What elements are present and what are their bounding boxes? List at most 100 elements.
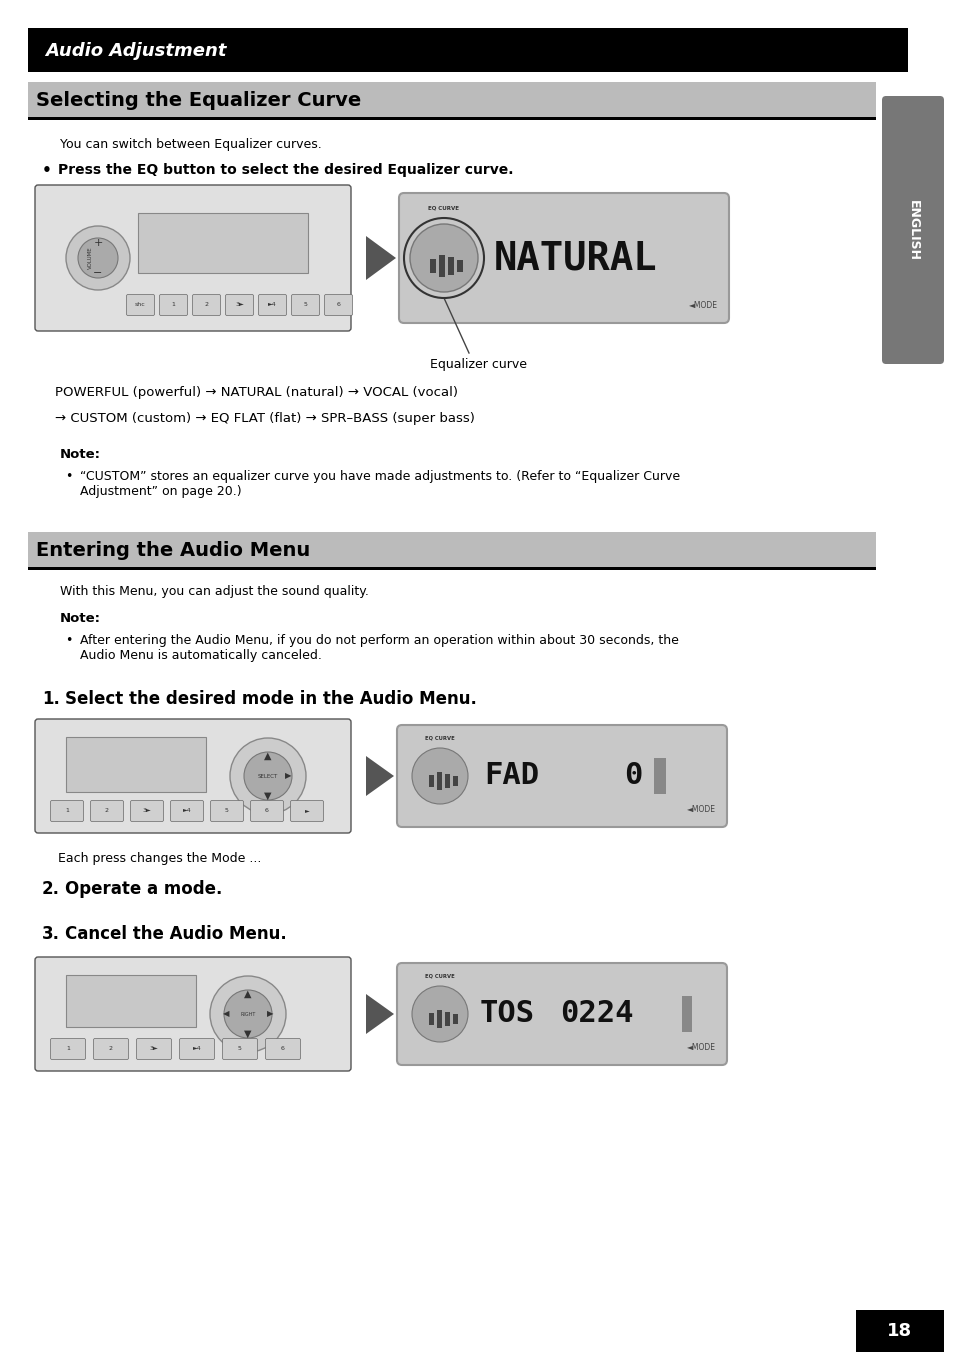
- Text: Note:: Note:: [60, 449, 101, 461]
- FancyBboxPatch shape: [131, 801, 163, 821]
- Text: −: −: [93, 268, 103, 278]
- FancyBboxPatch shape: [91, 801, 123, 821]
- Text: EQ CURVE: EQ CURVE: [425, 974, 455, 980]
- FancyBboxPatch shape: [225, 294, 253, 316]
- Bar: [448, 257, 454, 275]
- Bar: [654, 757, 665, 794]
- Text: Select the desired mode in the Audio Menu.: Select the desired mode in the Audio Men…: [65, 690, 476, 709]
- Bar: [453, 776, 457, 786]
- Bar: [444, 774, 450, 789]
- Text: TOS: TOS: [479, 1000, 535, 1028]
- FancyBboxPatch shape: [222, 1038, 257, 1060]
- Polygon shape: [366, 756, 394, 795]
- Text: 6: 6: [336, 302, 340, 308]
- Text: •: •: [65, 470, 72, 482]
- Text: 6: 6: [281, 1046, 285, 1051]
- Text: You can switch between Equalizer curves.: You can switch between Equalizer curves.: [60, 138, 321, 150]
- FancyBboxPatch shape: [179, 1038, 214, 1060]
- Text: ▼: ▼: [244, 1028, 252, 1039]
- Text: ▶: ▶: [267, 1009, 273, 1019]
- FancyBboxPatch shape: [258, 294, 286, 316]
- Text: ►4: ►4: [268, 302, 276, 308]
- Bar: [436, 772, 441, 790]
- Text: SELECT: SELECT: [257, 774, 278, 779]
- Polygon shape: [366, 995, 394, 1034]
- Text: shc: shc: [135, 302, 146, 308]
- Text: POWERFUL (powerful) → NATURAL (natural) → VOCAL (vocal): POWERFUL (powerful) → NATURAL (natural) …: [55, 386, 457, 398]
- FancyBboxPatch shape: [882, 96, 943, 364]
- Text: With this Menu, you can adjust the sound quality.: With this Menu, you can adjust the sound…: [60, 585, 369, 598]
- FancyBboxPatch shape: [193, 294, 220, 316]
- Bar: [453, 1014, 457, 1024]
- Bar: [681, 996, 691, 1033]
- Text: Selecting the Equalizer Curve: Selecting the Equalizer Curve: [36, 91, 361, 110]
- Bar: [456, 260, 462, 272]
- Text: 2: 2: [109, 1046, 112, 1051]
- Text: 0224: 0224: [559, 1000, 633, 1028]
- FancyBboxPatch shape: [35, 720, 351, 833]
- FancyBboxPatch shape: [396, 725, 726, 827]
- Bar: [28, 533, 875, 570]
- Text: ◄MODE: ◄MODE: [686, 1043, 716, 1051]
- Text: Operate a mode.: Operate a mode.: [65, 879, 222, 898]
- Circle shape: [244, 752, 292, 799]
- Bar: [66, 737, 206, 793]
- Text: ◄MODE: ◄MODE: [688, 301, 718, 310]
- Text: 2: 2: [204, 302, 209, 308]
- Circle shape: [210, 976, 286, 1051]
- FancyBboxPatch shape: [211, 801, 243, 821]
- FancyBboxPatch shape: [51, 1038, 86, 1060]
- Circle shape: [66, 226, 130, 290]
- Bar: [429, 775, 434, 787]
- Text: ►4: ►4: [193, 1046, 201, 1051]
- Circle shape: [78, 238, 118, 278]
- FancyBboxPatch shape: [171, 801, 203, 821]
- Circle shape: [410, 224, 477, 291]
- Text: EQ CURVE: EQ CURVE: [428, 206, 459, 211]
- Bar: [444, 1012, 450, 1026]
- Text: 0: 0: [623, 762, 641, 790]
- Text: 1.: 1.: [42, 690, 60, 709]
- Text: 2.: 2.: [42, 879, 60, 898]
- Text: RIGHT: RIGHT: [240, 1011, 255, 1016]
- Text: •: •: [42, 163, 51, 178]
- FancyBboxPatch shape: [35, 186, 351, 331]
- Bar: [430, 259, 436, 272]
- Text: 1: 1: [65, 809, 69, 813]
- Text: 2: 2: [105, 809, 109, 813]
- Text: ENGLISH: ENGLISH: [905, 199, 919, 260]
- FancyBboxPatch shape: [127, 294, 154, 316]
- Text: Audio Adjustment: Audio Adjustment: [45, 42, 226, 60]
- Text: ►: ►: [304, 809, 309, 813]
- Text: ◀: ◀: [222, 1009, 229, 1019]
- Bar: [28, 28, 907, 72]
- FancyBboxPatch shape: [51, 801, 84, 821]
- Text: Note:: Note:: [60, 612, 101, 625]
- Text: 3.: 3.: [42, 925, 60, 943]
- Bar: [436, 1009, 441, 1028]
- Text: 6: 6: [265, 809, 269, 813]
- Text: Equalizer curve: Equalizer curve: [430, 358, 527, 371]
- Text: → CUSTOM (custom) → EQ FLAT (flat) → SPR–BASS (super bass): → CUSTOM (custom) → EQ FLAT (flat) → SPR…: [55, 412, 475, 425]
- Bar: [28, 83, 875, 121]
- Text: ▲: ▲: [244, 989, 252, 999]
- Text: 1: 1: [66, 1046, 70, 1051]
- Text: Entering the Audio Menu: Entering the Audio Menu: [36, 541, 310, 560]
- Text: +: +: [93, 238, 103, 248]
- FancyBboxPatch shape: [324, 294, 352, 316]
- Bar: [855, 1310, 943, 1352]
- Text: 3►: 3►: [150, 1046, 158, 1051]
- FancyBboxPatch shape: [292, 294, 319, 316]
- Bar: [429, 1014, 434, 1024]
- Circle shape: [224, 991, 272, 1038]
- Bar: [28, 117, 875, 121]
- Bar: [138, 213, 308, 272]
- Text: 18: 18: [886, 1322, 912, 1340]
- Bar: [28, 566, 875, 570]
- Circle shape: [412, 986, 468, 1042]
- Text: 1: 1: [172, 302, 175, 308]
- Text: 3►: 3►: [234, 302, 244, 308]
- FancyBboxPatch shape: [251, 801, 283, 821]
- Text: FAD: FAD: [483, 762, 538, 790]
- Text: “CUSTOM” stores an equalizer curve you have made adjustments to. (Refer to “Equa: “CUSTOM” stores an equalizer curve you h…: [80, 470, 679, 499]
